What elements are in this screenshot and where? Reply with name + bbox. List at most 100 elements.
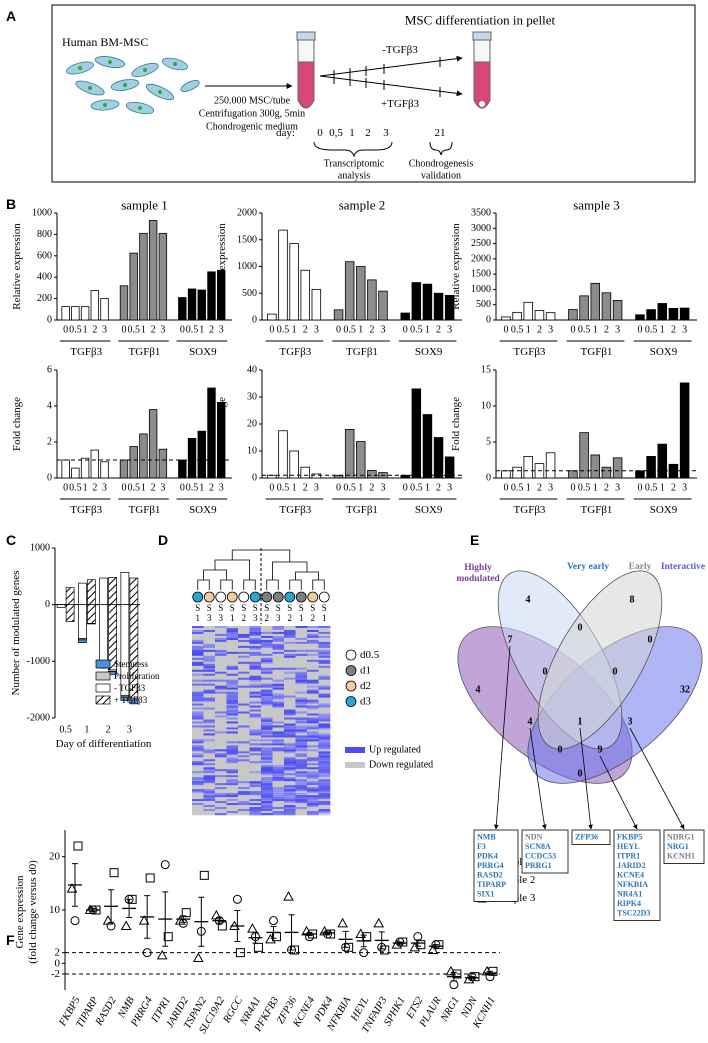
heatmap-cell <box>284 739 296 742</box>
heatmap-cell <box>192 687 204 690</box>
y-tick-label: 3500 <box>471 208 491 219</box>
heatmap-cell <box>203 707 216 710</box>
heatmap-cell <box>307 679 319 683</box>
x-tick-label: 1 <box>83 483 88 494</box>
heatmap-cell <box>284 719 296 722</box>
x-tick-label: 0.5 <box>127 483 140 494</box>
heatmap-cell <box>307 673 319 677</box>
heatmap-cell <box>203 671 216 675</box>
heatmap-cell <box>284 689 296 692</box>
bar <box>87 579 96 606</box>
heatmap-cell <box>215 681 227 684</box>
heatmap-cell <box>307 721 319 724</box>
heatmap-cell <box>261 677 273 681</box>
heatmap-cell <box>272 693 285 696</box>
heatmap-cell <box>284 731 296 734</box>
heatmap-cell <box>203 743 216 746</box>
heatmap-cell <box>249 647 262 651</box>
heatmap-cell <box>238 727 250 730</box>
heatmap-cell <box>272 711 285 714</box>
legend-label: d0.5 <box>360 649 380 661</box>
heatmap-cell <box>295 745 308 748</box>
heatmap-cell <box>203 655 216 659</box>
heatmap-cell <box>307 659 319 663</box>
heatmap-cell <box>226 685 239 688</box>
heatmap-cell <box>318 637 331 641</box>
heatmap-cell <box>261 787 273 790</box>
heatmap-cell <box>238 775 250 778</box>
heatmap-cell <box>261 639 273 643</box>
heatmap-cell <box>284 797 296 800</box>
arrow <box>579 727 593 830</box>
heatmap-cell <box>192 805 204 808</box>
panel-label: E <box>470 532 479 548</box>
heatmap-cell <box>215 701 227 704</box>
heatmap-cell <box>203 735 216 738</box>
heatmap-cell <box>272 813 285 816</box>
heatmap-cell <box>295 667 308 671</box>
y-tick-label: 10 <box>481 401 491 412</box>
heatmap-cell <box>272 723 285 726</box>
gene: ITPR1 <box>617 852 640 861</box>
sample-dot <box>272 591 284 603</box>
x-tick-label: 0 <box>503 325 508 336</box>
heatmap-cell <box>249 747 262 750</box>
heatmap-cell <box>284 627 296 631</box>
heatmap-cell <box>318 741 331 744</box>
heatmap-cell <box>295 635 308 639</box>
x-tick-label: 1 <box>593 325 598 336</box>
heatmap-cell <box>318 739 331 742</box>
bar <box>120 604 130 696</box>
heatmap-cell <box>318 651 331 655</box>
heatmap-cell <box>226 633 239 637</box>
heatmap-cell <box>238 709 250 712</box>
heatmap-cell <box>307 657 319 661</box>
heatmap-cell <box>238 717 250 720</box>
heatmap-cell <box>261 757 273 760</box>
heatmap-cell <box>261 626 273 629</box>
heatmap-cell <box>272 659 285 663</box>
heatmap-cell <box>192 769 204 772</box>
heatmap-cell <box>226 689 239 692</box>
heatmap-cell <box>261 631 273 635</box>
heatmap-cell <box>295 659 308 663</box>
heatmap-cell <box>238 807 250 810</box>
heatmap-cell <box>238 629 250 633</box>
heatmap-cell <box>295 677 308 681</box>
heatmap-cell <box>295 701 308 704</box>
x-tick-label: 2 <box>436 483 441 494</box>
bar <box>129 446 138 479</box>
heatmap-cell <box>192 813 204 816</box>
bar <box>411 388 422 479</box>
heatmap-cell <box>203 691 216 694</box>
heatmap-cell <box>203 737 216 740</box>
heatmap-cell <box>307 799 319 802</box>
heatmap-cell <box>307 697 319 700</box>
data-point <box>163 932 173 942</box>
heatmap-cell <box>284 741 296 744</box>
heatmap-cell <box>307 649 319 653</box>
heatmap-cell <box>307 731 319 734</box>
heatmap-cell <box>238 671 250 675</box>
heatmap-cell <box>215 645 227 649</box>
heatmap-cell <box>249 727 262 730</box>
heatmap-cell <box>261 663 273 667</box>
y-axis-label: Relative expression <box>11 223 23 310</box>
bar <box>178 459 187 479</box>
x-tick-label: 0.5 <box>511 483 524 494</box>
bar <box>90 290 100 321</box>
heatmap-cell <box>249 761 262 764</box>
bar <box>444 456 455 479</box>
heatmap-cell <box>307 795 319 798</box>
x-tick-label: 0 <box>637 325 642 336</box>
heatmap-cell <box>284 687 296 690</box>
heatmap-cell <box>203 773 216 776</box>
heatmap-cell <box>272 757 285 760</box>
heatmap-cell <box>272 645 285 649</box>
heatmap-cell <box>261 699 273 702</box>
heatmap-cell <box>215 689 227 692</box>
heatmap-cell <box>215 687 227 690</box>
bar <box>65 604 75 623</box>
heatmap-cell <box>307 779 319 782</box>
group-label: TGFβ1 <box>581 504 613 516</box>
